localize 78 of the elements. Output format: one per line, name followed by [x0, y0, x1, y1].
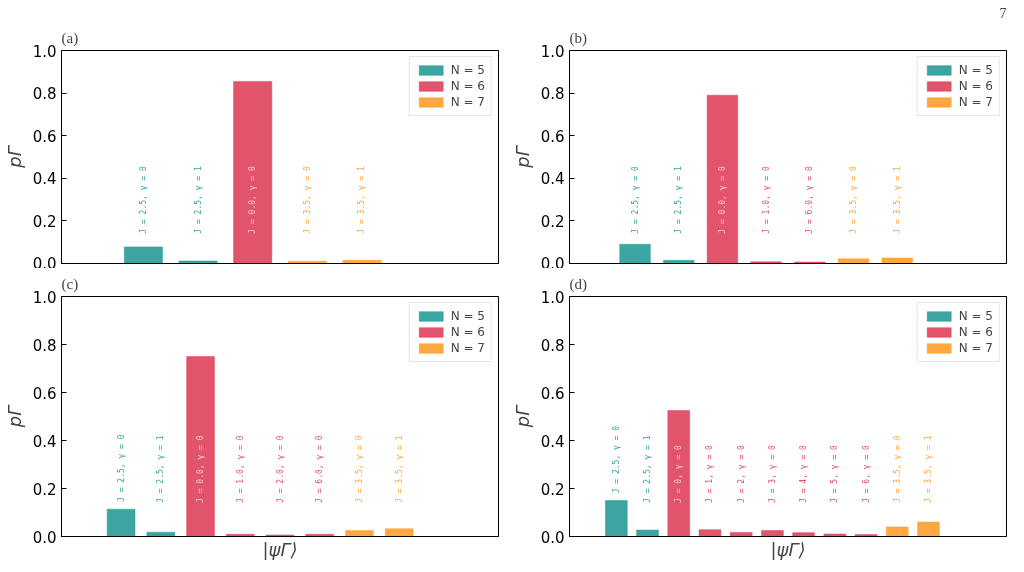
x-tick-label: J = 0.0, γ = 0	[717, 166, 727, 234]
x-tick-label: J = 0.0, γ = 0	[248, 166, 258, 234]
x-tick-label: J = 2.5, γ = 1	[156, 435, 166, 503]
y-axis-title: pΓ	[511, 144, 533, 169]
y-tick-label: 0.0	[32, 528, 57, 547]
x-tick-label: J = 3.5, γ = 0	[892, 435, 902, 503]
y-tick-label: 0.2	[32, 212, 57, 231]
x-tick-label: J = 3.5, γ = 0	[849, 166, 859, 234]
y-tick-label: 1.0	[32, 42, 57, 61]
y-axis-title: pΓ	[511, 403, 533, 429]
x-tick-label: J = 3.5, γ = 0	[302, 166, 312, 234]
y-tick-label: 0.8	[540, 336, 565, 355]
y-tick-label: 0.8	[32, 85, 57, 104]
x-tick-label: J = 1.0, γ = 0	[235, 435, 245, 503]
x-tick-label: J = 2.5, γ = 1	[674, 166, 684, 234]
legend-label: N = 5	[958, 309, 993, 323]
y-tick-label: 0.2	[540, 212, 565, 231]
y-tick-label: 0.4	[540, 432, 565, 451]
y-tick-label: 0.6	[32, 384, 57, 403]
y-axis-title: pΓ	[3, 403, 25, 429]
x-tick-label: J = 0, γ = 0	[674, 444, 684, 503]
y-tick-label: 1.0	[32, 288, 57, 307]
legend-label: N = 7	[958, 341, 993, 355]
legend-label: N = 5	[450, 63, 485, 77]
x-tick-label: J = 3.5, γ = 1	[357, 166, 367, 234]
x-tick-label: J = 3, γ = 0	[767, 444, 777, 503]
chart-title: (c)	[61, 275, 79, 293]
y-tick-label: 0.8	[32, 336, 57, 355]
y-tick-label: 0.0	[540, 528, 565, 547]
chart-title: (a)	[61, 29, 79, 47]
legend-label: N = 7	[450, 95, 485, 109]
x-tick-label: J = 4, γ = 0	[799, 444, 809, 503]
x-tick-label: J = 0.0, γ = 0	[196, 435, 206, 503]
legend-label: N = 7	[958, 95, 993, 109]
x-tick-label: J = 2.5, γ = 0	[630, 166, 640, 234]
x-tick-label: J = 2.5, γ = 0	[116, 434, 126, 502]
chart-title: (b)	[569, 29, 587, 47]
x-tick-label: J = 6.0, γ = 0	[805, 166, 815, 234]
x-tick-label: J = 6, γ = 0	[861, 444, 871, 503]
y-tick-label: 0.4	[32, 432, 57, 451]
x-tick-label: J = 1, γ = 0	[705, 444, 715, 503]
x-tick-label: J = 2.5, γ = 0	[611, 425, 621, 494]
y-tick-label: 0.2	[540, 480, 565, 499]
y-tick-label: 0.6	[540, 384, 565, 403]
y-tick-label: 0.8	[540, 85, 565, 104]
x-tick-label: J = 5, γ = 0	[830, 444, 840, 503]
legend-label: N = 5	[958, 63, 993, 77]
x-axis-title: |ψΓ⟩	[770, 538, 806, 560]
y-tick-label: 1.0	[540, 288, 565, 307]
x-tick-label: J = 1.0, γ = 0	[761, 166, 771, 234]
chart-title: (d)	[569, 275, 587, 293]
y-tick-label: 0.6	[540, 127, 565, 146]
x-tick-label: J = 2.5, γ = 0	[138, 166, 148, 234]
legend-label: N = 6	[958, 325, 993, 339]
legend-label: N = 6	[450, 325, 485, 339]
x-tick-label: J = 3.5, γ = 1	[923, 435, 933, 503]
legend-label: N = 6	[958, 79, 993, 93]
y-axis-title: pΓ	[3, 144, 25, 169]
x-tick-label: J = 3.5, γ = 1	[394, 435, 404, 503]
x-tick-label: J = 2.5, γ = 1	[193, 166, 203, 234]
x-axis-title: |ψΓ⟩	[262, 538, 298, 560]
y-tick-label: 0.4	[540, 170, 565, 189]
y-tick-label: 0.0	[32, 254, 57, 273]
legend-label: N = 5	[450, 309, 485, 323]
y-tick-label: 1.0	[540, 42, 565, 61]
x-tick-label: J = 6.0, γ = 0	[315, 435, 325, 503]
x-tick-label: J = 3.5, γ = 0	[354, 435, 364, 503]
x-tick-label: J = 2, γ = 0	[736, 444, 746, 503]
x-tick-label: J = 3.5, γ = 1	[892, 166, 902, 234]
y-tick-label: 0.0	[540, 254, 565, 273]
legend-label: N = 6	[450, 79, 485, 93]
legend-label: N = 7	[450, 341, 485, 355]
x-tick-label: J = 2.5, γ = 1	[643, 435, 653, 503]
y-tick-label: 0.4	[32, 170, 57, 189]
y-tick-label: 0.6	[32, 127, 57, 146]
x-tick-label: J = 2.0, γ = 0	[275, 435, 285, 503]
y-tick-label: 0.2	[32, 480, 57, 499]
text: 7	[999, 5, 1007, 21]
